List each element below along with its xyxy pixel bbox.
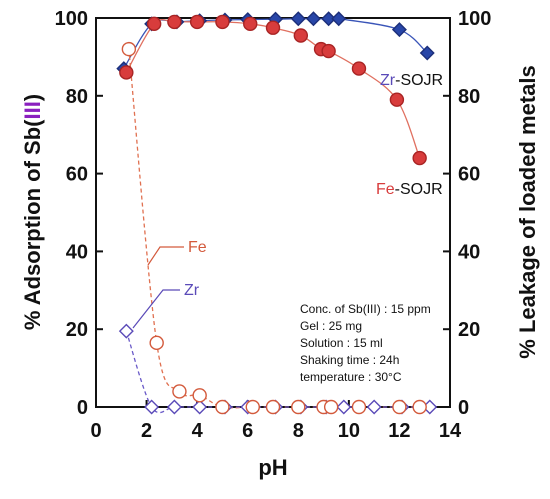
data-point-fe-sojr [351, 61, 367, 76]
y-tick-label-right: 20 [458, 319, 480, 341]
data-point-fe [245, 399, 260, 415]
x-tick-label: 8 [293, 420, 304, 442]
data-point-zr [336, 399, 352, 415]
data-point-fe-sojr [119, 65, 134, 80]
data-point-zr-sojr [419, 45, 435, 61]
data-point-fe-sojr [167, 14, 182, 30]
y-axis-right-title: % Leakage of loaded metals [515, 65, 540, 358]
y-tick-label-right: 80 [458, 86, 480, 108]
sb-oxidation-state: III [20, 101, 45, 119]
info-line: Gel : 25 mg [300, 319, 362, 333]
data-point-fe [291, 399, 306, 415]
data-point-fe [121, 41, 137, 57]
data-point-zr [192, 399, 208, 415]
data-point-fe-sojr [389, 92, 405, 107]
x-axis-title: pH [258, 455, 287, 480]
series-label-fe: Fe [147, 239, 207, 266]
y-tick-label-left: 20 [66, 319, 88, 341]
data-point-zr-sojr [305, 11, 321, 27]
y-tick-label-left: 0 [77, 397, 88, 419]
svg-text:Fe: Fe [188, 239, 207, 256]
data-point-fe [351, 399, 367, 415]
x-tick-label: 10 [338, 420, 360, 442]
x-tick-label: 6 [242, 420, 253, 442]
y-tick-label-left: 100 [55, 8, 88, 30]
data-point-zr [118, 323, 134, 339]
data-point-fe-sojr [412, 150, 427, 166]
y-tick-label-right: 40 [458, 241, 480, 263]
info-line: temperature : 30°C [300, 370, 402, 384]
y-tick-label-right: 100 [458, 8, 491, 30]
y-tick-label-left: 40 [66, 241, 88, 263]
fit-curve-fe-sojr [125, 18, 421, 159]
y-tick-label-right: 0 [458, 397, 469, 419]
data-point-fe [265, 399, 281, 415]
series-label-zr: Zr [132, 282, 200, 329]
data-point-zr-sojr [321, 11, 337, 27]
series-label-zr-sojr: Zr-SOJR [380, 72, 443, 89]
data-point-fe [392, 399, 407, 415]
data-point-fe-sojr [265, 20, 281, 35]
data-point-zr [144, 399, 160, 415]
y-axis-left-title: % Adsorption of Sb(III) [20, 94, 45, 330]
series-label-fe-sojr: Fe-SOJR [376, 181, 443, 198]
data-point-fe-sojr [189, 14, 205, 30]
data-point-fe-sojr [146, 16, 162, 32]
data-point-fe-sojr [215, 14, 230, 30]
svg-text:Zr-SOJR: Zr-SOJR [380, 72, 443, 89]
y-tick-label-right: 60 [458, 164, 480, 186]
x-tick-label: 4 [192, 420, 204, 442]
data-point-fe-sojr [293, 28, 309, 43]
svg-text:Fe-SOJR: Fe-SOJR [376, 181, 443, 198]
data-point-fe-sojr [243, 16, 258, 32]
info-line: Solution : 15 ml [300, 336, 383, 350]
info-line: Conc. of Sb(III) : 15 ppm [300, 302, 431, 316]
data-point-fe [192, 388, 207, 403]
x-tick-label: 14 [439, 420, 462, 442]
data-point-fe [149, 335, 164, 351]
x-tick-label: 12 [388, 420, 410, 442]
data-point-fe [323, 399, 339, 415]
data-point-zr [366, 399, 382, 415]
data-point-fe [412, 399, 427, 415]
x-tick-label: 2 [141, 420, 152, 442]
data-point-fe-sojr [321, 43, 336, 59]
info-box: Conc. of Sb(III) : 15 ppm Gel : 25 mg So… [300, 302, 431, 384]
data-point-zr-sojr [290, 11, 306, 27]
svg-text:Zr: Zr [184, 282, 200, 299]
data-point-zr [166, 399, 182, 415]
x-tick-label: 0 [90, 420, 101, 442]
info-line: Shaking time : 24h [300, 353, 399, 367]
y-tick-label-left: 80 [66, 86, 88, 108]
data-point-zr-sojr [331, 11, 347, 27]
data-point-zr-sojr [391, 22, 407, 38]
data-markers [116, 11, 438, 415]
data-point-fe [215, 399, 230, 415]
data-point-fe [172, 384, 187, 399]
y-tick-label-left: 60 [66, 164, 88, 186]
